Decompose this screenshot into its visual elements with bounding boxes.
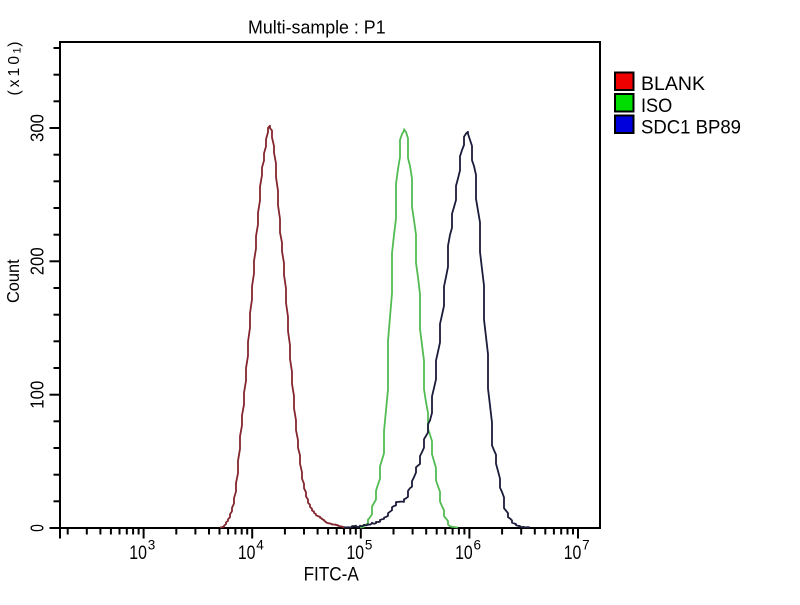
svg-text:Multi-sample : P1: Multi-sample : P1	[248, 18, 386, 38]
svg-text:6: 6	[474, 537, 482, 552]
svg-text:200: 200	[28, 247, 48, 275]
svg-text:10: 10	[455, 542, 473, 564]
svg-text:(x10: (x10	[6, 56, 23, 96]
svg-text:): )	[6, 42, 23, 47]
svg-text:7: 7	[582, 537, 590, 552]
svg-text:Count: Count	[3, 259, 23, 303]
svg-text:10: 10	[238, 542, 256, 564]
svg-text:ISO: ISO	[641, 95, 672, 117]
svg-text:SDC1 BP89: SDC1 BP89	[641, 117, 741, 139]
svg-text:4: 4	[256, 537, 264, 552]
svg-text:1: 1	[11, 47, 23, 53]
svg-text:BLANK: BLANK	[641, 73, 705, 95]
svg-text:FITC-A: FITC-A	[304, 564, 359, 586]
svg-text:5: 5	[365, 537, 373, 552]
svg-text:100: 100	[28, 381, 48, 409]
svg-text:10: 10	[564, 542, 582, 564]
svg-text:10: 10	[347, 542, 365, 564]
svg-text:0: 0	[28, 524, 48, 532]
svg-text:10: 10	[129, 542, 147, 564]
svg-text:3: 3	[148, 537, 156, 552]
svg-text:300: 300	[28, 114, 48, 142]
